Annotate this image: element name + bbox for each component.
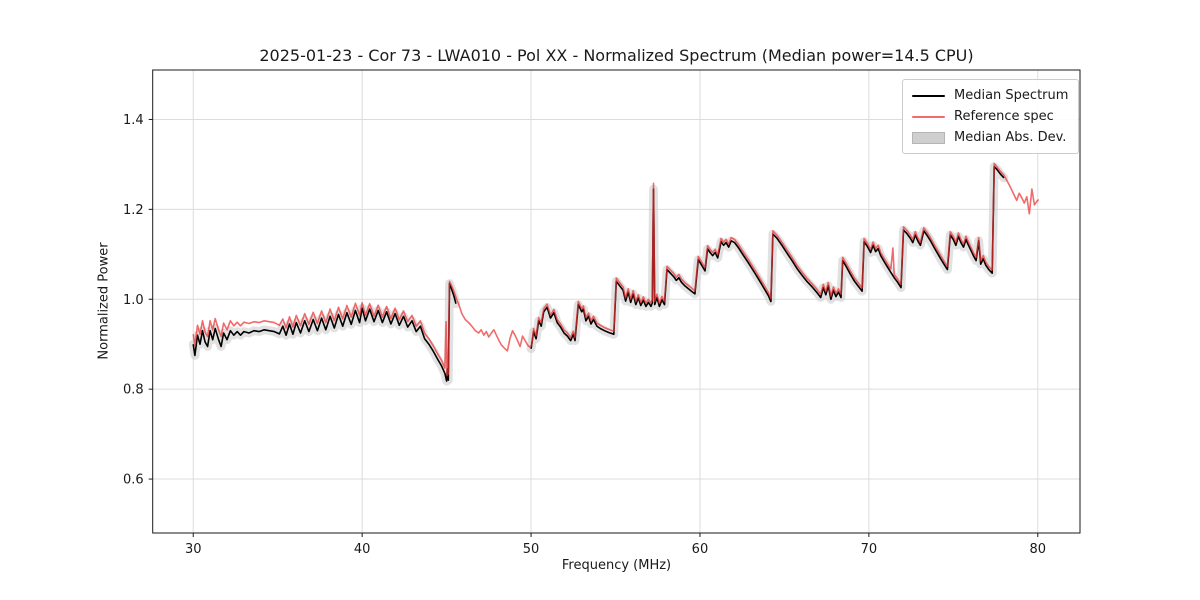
- y-tick-label: 1.2: [123, 203, 144, 218]
- legend-item-median-spectrum: Median Spectrum: [912, 85, 1069, 106]
- x-axis-label: Frequency (MHz): [561, 558, 672, 573]
- reference-spec-line: [192, 162, 1040, 377]
- legend-item-reference-spec: Reference spec: [912, 106, 1069, 127]
- y-tick-label: 1.4: [123, 113, 144, 128]
- x-tick-label: 60: [692, 542, 709, 557]
- y-axis-label: Normalized Power: [96, 242, 112, 360]
- median-spectrum-line: [192, 282, 457, 382]
- legend-item-median-abs-dev: Median Abs. Dev.: [912, 127, 1069, 148]
- y-tick-label: 0.6: [123, 473, 144, 488]
- x-tick-label: 40: [354, 542, 371, 557]
- x-tick-label: 80: [1029, 542, 1046, 557]
- x-tick-label: 30: [185, 542, 202, 557]
- x-tick-label: 70: [861, 542, 878, 557]
- x-tick-label: 50: [523, 542, 540, 557]
- axes-border: [152, 69, 1081, 534]
- y-tick-label: 0.8: [123, 383, 144, 398]
- median-spectrum-line-swatch: [912, 94, 945, 97]
- legend-label: Median Spectrum: [954, 88, 1069, 103]
- legend: Median Spectrum Reference spec Median Ab…: [902, 79, 1079, 154]
- median-abs-dev-band: [526, 162, 1009, 354]
- median-spectrum-line: [530, 165, 1005, 349]
- legend-label: Reference spec: [954, 109, 1054, 124]
- legend-label: Median Abs. Dev.: [954, 130, 1067, 145]
- median-abs-dev-patch-swatch: [912, 131, 945, 144]
- y-tick-label: 1.0: [123, 293, 144, 308]
- chart-title: 2025-01-23 - Cor 73 - LWA010 - Pol XX - …: [259, 46, 974, 65]
- reference-spec-line-swatch: [912, 115, 945, 118]
